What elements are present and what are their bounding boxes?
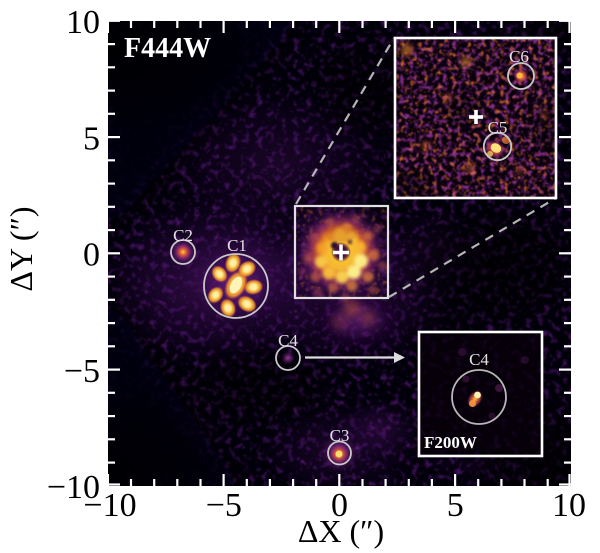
- svg-text:C2: C2: [173, 226, 193, 245]
- svg-text:ΔX (″): ΔX (″): [298, 513, 384, 549]
- svg-text:C1: C1: [227, 236, 247, 255]
- svg-text:0: 0: [83, 237, 100, 274]
- svg-text:F444W: F444W: [124, 33, 211, 64]
- svg-text:5: 5: [447, 487, 464, 524]
- svg-text:−10: −10: [83, 487, 136, 524]
- svg-text:C6: C6: [509, 47, 529, 66]
- svg-text:−5: −5: [64, 353, 100, 390]
- svg-text:0: 0: [331, 487, 348, 524]
- svg-text:C3: C3: [330, 426, 350, 445]
- svg-text:ΔY (″): ΔY (″): [3, 206, 39, 291]
- svg-text:10: 10: [66, 4, 100, 41]
- svg-text:−10: −10: [47, 469, 100, 506]
- svg-text:5: 5: [83, 121, 100, 158]
- svg-text:C4: C4: [469, 350, 489, 369]
- svg-text:C5: C5: [488, 118, 508, 137]
- svg-text:C4: C4: [278, 331, 298, 350]
- svg-text:F200W: F200W: [424, 433, 477, 452]
- svg-text:−5: −5: [206, 487, 242, 524]
- svg-text:10: 10: [552, 487, 586, 524]
